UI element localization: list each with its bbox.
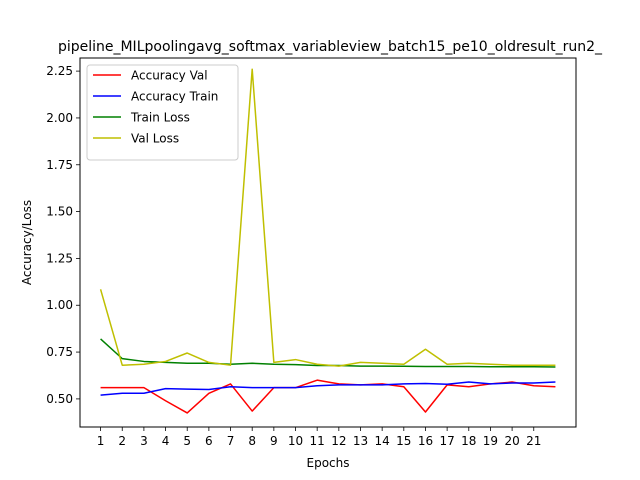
y-tick-label: 2.00	[46, 111, 73, 125]
legend: Accuracy Val Accuracy Train Train Loss Val …	[86, 64, 239, 161]
series-line-1	[100, 379, 556, 414]
legend-entry: Accuracy Val	[131, 69, 208, 83]
x-tick-label: 10	[288, 434, 303, 448]
x-tick-label: 2	[118, 434, 126, 448]
x-tick-label: 20	[504, 434, 519, 448]
x-tick-label: 19	[483, 434, 498, 448]
x-axis: 1 2 3 4 5 6 7 8 9 10 11 12 13 14 15 16 17 18 19 20 21	[97, 427, 541, 448]
x-tick-label: 17	[439, 434, 454, 448]
x-tick-label: 14	[375, 434, 390, 448]
chart-title: pipeline_MILpoolingavg_softmax_variablev…	[58, 39, 603, 55]
series-layer	[99, 68, 556, 414]
x-tick-label: 12	[331, 434, 346, 448]
x-tick-label: 4	[162, 434, 170, 448]
legend-entry: Val Loss	[131, 132, 179, 146]
x-tick-label: 7	[227, 434, 235, 448]
x-tick-label: 13	[353, 434, 368, 448]
x-tick-label: 11	[310, 434, 325, 448]
legend-box	[86, 64, 239, 161]
x-tick-label: 9	[270, 434, 278, 448]
plot-frame	[79, 57, 577, 428]
x-tick-label: 16	[418, 434, 433, 448]
x-tick-label: 8	[248, 434, 256, 448]
x-tick-label: 3	[140, 434, 148, 448]
y-axis-label: Accuracy/Loss	[20, 200, 34, 285]
series-line-3	[100, 338, 556, 368]
series-line-4	[99, 68, 556, 367]
y-tick-label: 0.75	[46, 345, 73, 359]
y-tick-label: 1.25	[46, 251, 73, 265]
x-tick-label: 18	[461, 434, 476, 448]
y-axis: 0.50 0.75 1.00 1.25 1.50 1.75 2.00 2.25	[46, 64, 80, 406]
x-tick-label: 6	[205, 434, 213, 448]
series-line-2	[100, 381, 556, 396]
x-tick-label: 15	[396, 434, 411, 448]
legend-entry: Accuracy Train	[131, 90, 218, 104]
x-tick-label: 5	[183, 434, 191, 448]
y-tick-label: 1.75	[46, 158, 73, 172]
x-tick-label: 21	[526, 434, 541, 448]
y-tick-label: 0.50	[46, 392, 73, 406]
y-tick-label: 2.25	[46, 64, 73, 78]
x-tick-label: 1	[97, 434, 105, 448]
y-tick-label: 1.00	[46, 298, 73, 312]
y-tick-label: 1.50	[46, 205, 73, 219]
legend-entry: Train Loss	[130, 111, 190, 125]
x-axis-label: Epochs	[307, 456, 350, 470]
